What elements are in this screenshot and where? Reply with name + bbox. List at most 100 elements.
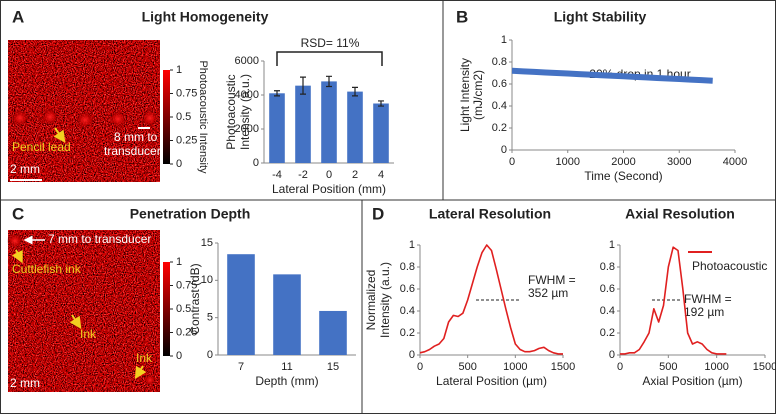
y-tick-label: 6000 xyxy=(235,55,259,67)
x-axis-label: Time (Second) xyxy=(584,169,662,183)
x-tick-label: 2 xyxy=(352,169,358,181)
bar xyxy=(269,93,285,163)
colorbar-tick-label: 1 xyxy=(176,256,182,268)
y-tick-label: 0.4 xyxy=(400,305,415,317)
panel-label: B xyxy=(456,7,468,26)
x-tick-label: 0 xyxy=(617,361,623,373)
x-tick-label: 0 xyxy=(417,361,423,373)
bar xyxy=(321,81,337,163)
y-tick-label: 0.6 xyxy=(400,283,415,295)
panel-label: A xyxy=(12,7,24,26)
bar xyxy=(319,310,347,355)
x-axis-label: Lateral Position (mm) xyxy=(272,182,386,196)
x-tick-label: 7 xyxy=(238,361,244,373)
y-tick-label: 0.8 xyxy=(600,261,615,273)
legend-label: Photoacoustic xyxy=(692,259,767,273)
image-label: transducer xyxy=(104,144,161,158)
x-axis-label: Lateral Position (µm) xyxy=(436,374,547,388)
y-tick-label: 15 xyxy=(201,237,213,249)
x-tick-label: 1500 xyxy=(551,361,575,373)
colorbar-label: Photoacoustic Intensity xyxy=(197,60,209,174)
y-axis-label: (mJ/cm2) xyxy=(471,70,485,120)
y-axis-label: Normalized xyxy=(364,270,378,331)
y-tick-label: 0.6 xyxy=(600,283,615,295)
y-tick-label: 2000 xyxy=(235,123,259,135)
x-tick-label: 1000 xyxy=(704,361,728,373)
image-label: Pencil lead xyxy=(12,140,71,154)
colorbar-tick-label: 0.25 xyxy=(176,326,197,338)
colorbar-tick-label: 0.25 xyxy=(176,134,197,146)
x-tick-label: 0 xyxy=(326,169,332,181)
x-tick-label: 1000 xyxy=(503,361,527,373)
data-line xyxy=(511,67,713,84)
x-tick-label: 500 xyxy=(659,361,677,373)
y-tick-label: 0.6 xyxy=(492,78,507,90)
data-line xyxy=(419,244,563,355)
y-tick-label: 10 xyxy=(201,274,213,286)
y-tick-label: 1 xyxy=(409,239,415,251)
x-tick-label: 1500 xyxy=(753,361,776,373)
colorbar-tick-label: 0 xyxy=(176,350,182,362)
image-a: Pencil lead 8 mm to transducer 2 mm Phot… xyxy=(8,40,209,182)
bar xyxy=(227,254,255,355)
panel-label: C xyxy=(12,204,24,223)
x-tick-label: 2000 xyxy=(611,156,635,168)
image-label: Ink xyxy=(136,351,153,365)
bar xyxy=(347,91,363,163)
y-tick-label: 4000 xyxy=(235,89,259,101)
x-tick-label: 4000 xyxy=(723,156,747,168)
x-tick-label: 500 xyxy=(458,361,476,373)
colorbar xyxy=(163,262,170,356)
error-bar xyxy=(352,86,358,97)
chart-title: Light Homogeneity xyxy=(142,9,269,25)
annotation: 192 µm xyxy=(684,305,724,319)
annotation: FWHM = xyxy=(684,292,732,306)
x-axis-label: Axial Position (µm) xyxy=(642,374,742,388)
y-axis-label: Intensity (a.u.) xyxy=(238,74,252,150)
chart-title: Lateral Resolution xyxy=(429,206,551,222)
error-bar xyxy=(326,75,332,88)
image-c: 7 mm to transducer Cuttlefish ink Ink In… xyxy=(7,230,170,394)
x-tick-label: 1000 xyxy=(556,156,580,168)
x-tick-label: -4 xyxy=(272,169,282,181)
y-tick-label: 0 xyxy=(409,349,415,361)
data-line xyxy=(620,246,727,355)
image-label: Ink xyxy=(80,327,97,341)
y-tick-label: 0 xyxy=(207,349,213,361)
colorbar-tick-label: 0.75 xyxy=(176,87,197,99)
image-label: Cuttlefish ink xyxy=(12,262,82,276)
annotation: FWHM = xyxy=(528,273,576,287)
panel-label: D xyxy=(372,204,384,223)
y-tick-label: 0 xyxy=(501,144,507,156)
annotation: RSD= 11% xyxy=(301,36,360,50)
x-tick-label: 0 xyxy=(509,156,515,168)
colorbar-tick-label: 0.5 xyxy=(176,303,191,315)
image-label: 8 mm to xyxy=(114,130,158,144)
y-tick-label: 0.4 xyxy=(600,305,615,317)
scale-bar-label: 2 mm xyxy=(10,376,40,390)
x-tick-label: 4 xyxy=(378,169,384,181)
x-tick-label: 3000 xyxy=(667,156,691,168)
bar xyxy=(273,274,301,355)
chart-title: Light Stability xyxy=(554,9,647,25)
y-tick-label: 0.2 xyxy=(600,327,615,339)
y-axis-label: Photoacoustic xyxy=(224,74,238,149)
y-axis-label: Intensity (a.u.) xyxy=(378,262,392,338)
y-tick-label: 0 xyxy=(609,349,615,361)
x-tick-label: -2 xyxy=(298,169,308,181)
y-tick-label: 0.8 xyxy=(400,261,415,273)
y-tick-label: 0.8 xyxy=(492,56,507,68)
error-bar xyxy=(274,90,280,97)
y-axis-label: Light Intensity xyxy=(458,58,472,132)
error-bar xyxy=(378,100,384,107)
y-tick-label: 5 xyxy=(207,312,213,324)
x-axis-label: Depth (mm) xyxy=(255,374,318,388)
bracket xyxy=(276,51,383,66)
colorbar-tick-label: 0.75 xyxy=(176,279,197,291)
chart-title: Penetration Depth xyxy=(130,206,251,222)
bar xyxy=(373,103,389,163)
colorbar-tick-label: 0 xyxy=(176,158,182,170)
y-tick-label: 1 xyxy=(609,239,615,251)
error-bar xyxy=(300,76,306,95)
